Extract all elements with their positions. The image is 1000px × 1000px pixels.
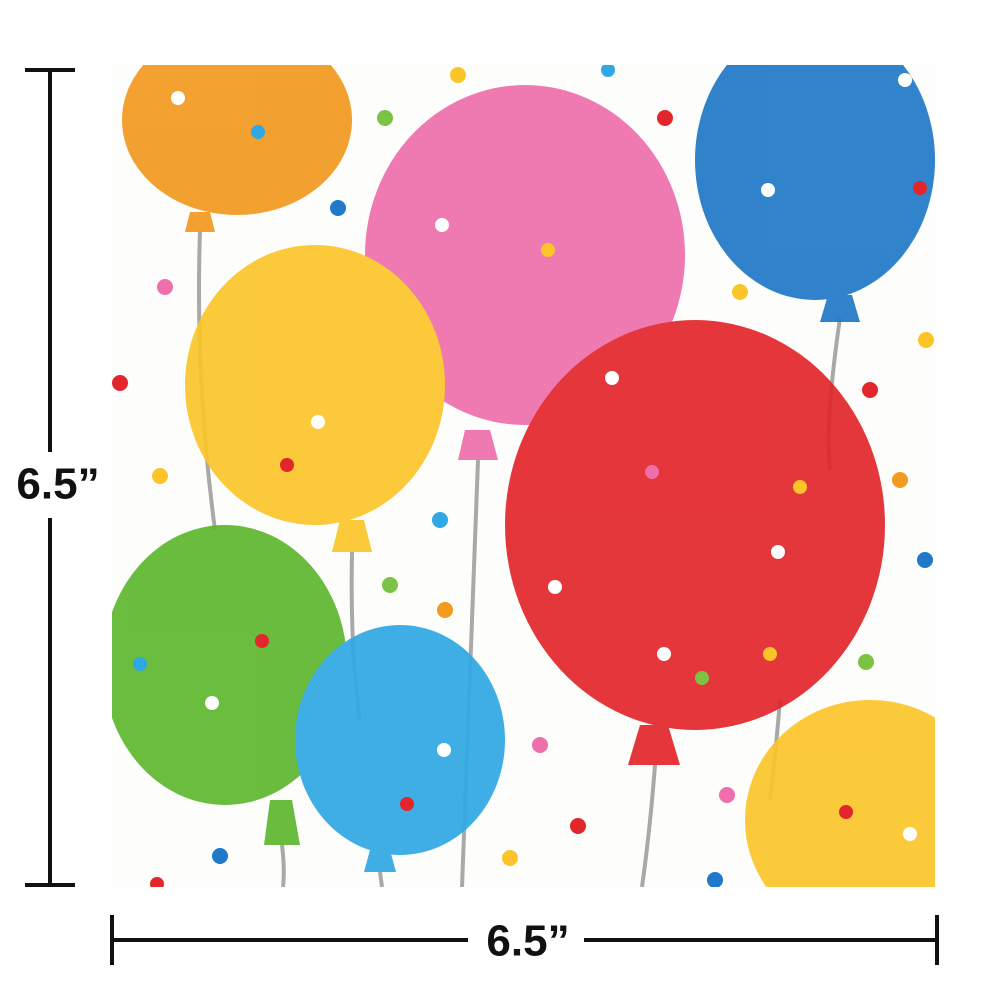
height-dimension <box>25 68 75 887</box>
height-label: 6.5” <box>16 460 99 509</box>
balloon <box>505 320 885 730</box>
balloon <box>745 700 935 887</box>
balloon-pattern <box>112 65 935 887</box>
balloon <box>122 65 352 215</box>
width-dimension <box>110 915 939 965</box>
balloon <box>112 525 347 805</box>
balloon <box>695 65 935 300</box>
balloon <box>295 625 505 855</box>
confetti <box>112 65 934 887</box>
width-label: 6.5” <box>486 917 569 966</box>
balloon <box>185 245 445 525</box>
balloon <box>365 85 685 425</box>
balloons <box>112 65 935 887</box>
